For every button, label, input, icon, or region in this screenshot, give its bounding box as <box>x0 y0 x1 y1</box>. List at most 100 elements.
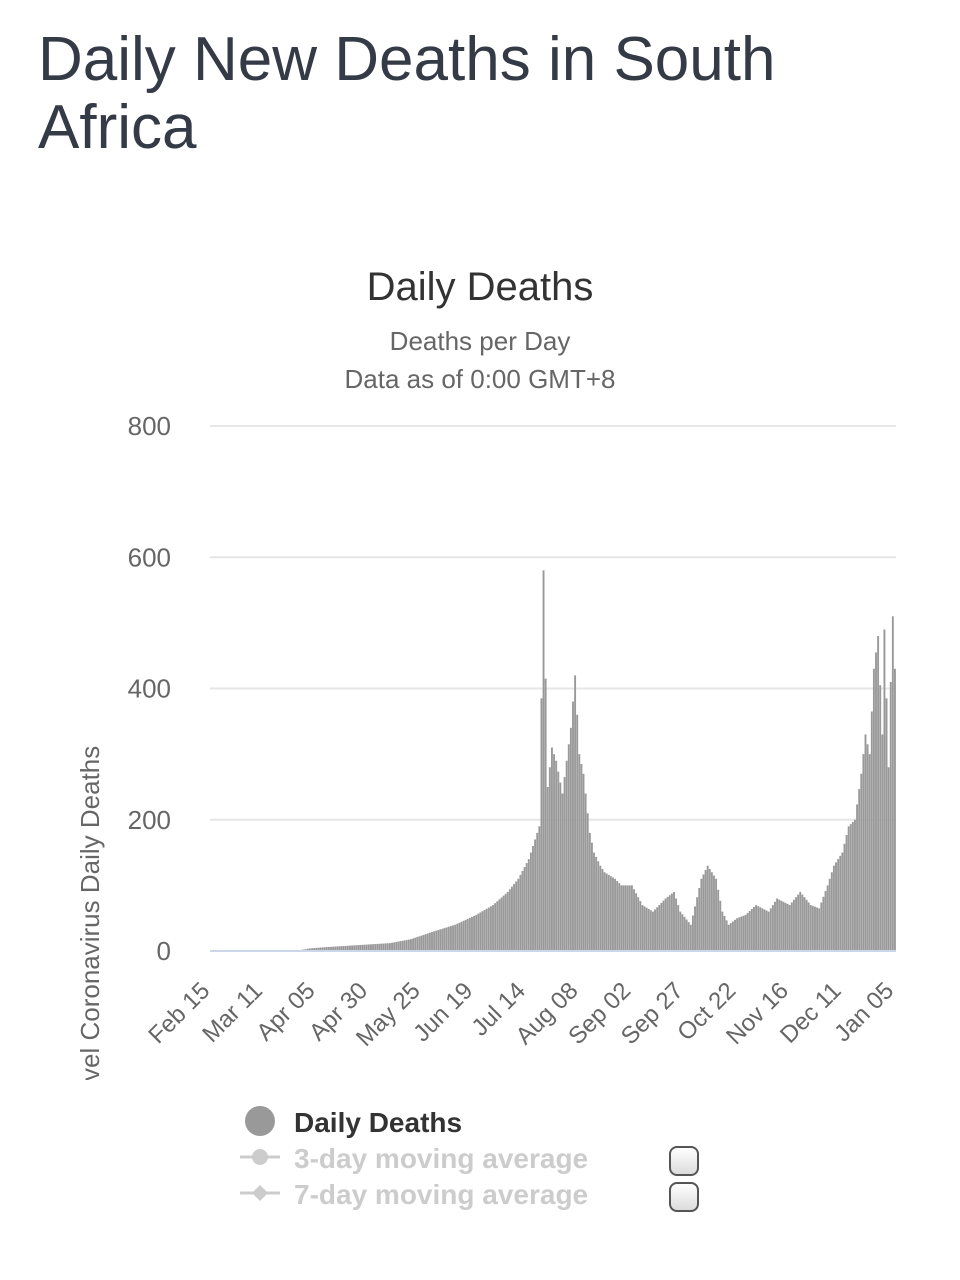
daily-deaths-bar[interactable] <box>654 909 657 951</box>
daily-deaths-bar[interactable] <box>870 711 873 951</box>
daily-deaths-bar[interactable] <box>437 930 440 951</box>
daily-deaths-bar[interactable] <box>548 767 551 951</box>
daily-deaths-bar[interactable] <box>572 701 574 951</box>
daily-deaths-bar[interactable] <box>544 678 547 951</box>
daily-deaths-bar[interactable] <box>706 865 709 951</box>
daily-deaths-bar[interactable] <box>367 944 370 951</box>
daily-deaths-bar[interactable] <box>536 832 539 951</box>
daily-deaths-bar[interactable] <box>858 789 861 951</box>
daily-deaths-bar[interactable] <box>309 948 311 951</box>
daily-deaths-bar[interactable] <box>525 863 528 951</box>
daily-deaths-bar[interactable] <box>424 934 427 951</box>
daily-deaths-bar[interactable] <box>428 932 431 951</box>
daily-deaths-bar[interactable] <box>803 897 806 951</box>
daily-deaths-bar[interactable] <box>599 865 602 951</box>
daily-deaths-bar[interactable] <box>559 782 562 951</box>
daily-deaths-bar[interactable] <box>553 754 555 951</box>
daily-deaths-bar[interactable] <box>820 902 823 951</box>
daily-deaths-bar[interactable] <box>656 907 659 951</box>
daily-deaths-bar[interactable] <box>456 923 459 951</box>
daily-deaths-bar[interactable] <box>557 771 560 951</box>
daily-deaths-bar[interactable] <box>441 928 444 951</box>
daily-deaths-bar[interactable] <box>527 859 530 951</box>
daily-deaths-bar[interactable] <box>418 936 421 951</box>
daily-deaths-bar[interactable] <box>380 943 383 951</box>
daily-deaths-bar[interactable] <box>782 901 785 951</box>
daily-deaths-bar[interactable] <box>687 922 690 951</box>
daily-deaths-bar[interactable] <box>338 946 341 951</box>
daily-deaths-bar[interactable] <box>449 926 452 951</box>
daily-deaths-bar[interactable] <box>818 908 821 951</box>
daily-deaths-bar[interactable] <box>582 773 585 951</box>
daily-deaths-bar[interactable] <box>519 874 522 951</box>
daily-deaths-bar[interactable] <box>637 897 640 951</box>
daily-deaths-bar[interactable] <box>361 944 364 951</box>
daily-deaths-bar[interactable] <box>736 918 739 951</box>
daily-deaths-bar[interactable] <box>704 870 707 951</box>
daily-deaths-bar[interactable] <box>616 881 619 951</box>
daily-deaths-bar[interactable] <box>761 908 764 951</box>
daily-deaths-bar[interactable] <box>576 714 579 951</box>
daily-deaths-bar[interactable] <box>708 868 711 951</box>
daily-deaths-bar[interactable] <box>849 824 852 951</box>
toggle-7-day-average-checkbox[interactable] <box>669 1182 699 1212</box>
daily-deaths-bar[interactable] <box>551 747 553 951</box>
daily-deaths-bar[interactable] <box>717 889 720 951</box>
daily-deaths-bar[interactable] <box>330 946 332 951</box>
daily-deaths-bar[interactable] <box>881 734 884 951</box>
daily-deaths-bar[interactable] <box>565 760 568 951</box>
daily-deaths-bar[interactable] <box>700 878 703 951</box>
daily-deaths-bar[interactable] <box>508 889 511 951</box>
daily-deaths-bar[interactable] <box>698 888 701 951</box>
daily-deaths-bar[interactable] <box>740 916 743 951</box>
daily-deaths-bar[interactable] <box>860 773 863 951</box>
daily-deaths-bar[interactable] <box>729 923 732 951</box>
daily-deaths-bar[interactable] <box>454 924 457 951</box>
daily-deaths-bar[interactable] <box>489 906 492 951</box>
daily-deaths-bar[interactable] <box>376 943 379 951</box>
daily-deaths-bar[interactable] <box>649 910 652 951</box>
daily-deaths-bar[interactable] <box>809 905 812 951</box>
daily-deaths-bar[interactable] <box>677 905 680 951</box>
daily-deaths-bar[interactable] <box>826 885 829 951</box>
daily-deaths-bar[interactable] <box>877 636 880 951</box>
daily-deaths-bar[interactable] <box>372 944 375 951</box>
daily-deaths-bar[interactable] <box>563 777 566 951</box>
daily-deaths-bar[interactable] <box>607 874 610 951</box>
daily-deaths-bar[interactable] <box>433 931 436 951</box>
daily-deaths-bar[interactable] <box>464 919 467 951</box>
daily-deaths-bar[interactable] <box>771 905 774 951</box>
daily-deaths-bar[interactable] <box>799 891 802 951</box>
daily-deaths-bar[interactable] <box>837 859 840 951</box>
daily-deaths-bar[interactable] <box>603 872 606 951</box>
daily-deaths-bar[interactable] <box>763 909 766 951</box>
daily-deaths-bar[interactable] <box>696 897 699 951</box>
daily-deaths-bar[interactable] <box>839 855 842 951</box>
daily-deaths-bar[interactable] <box>439 929 442 951</box>
daily-deaths-bar[interactable] <box>578 754 581 951</box>
daily-deaths-bar[interactable] <box>790 902 793 951</box>
daily-deaths-bar[interactable] <box>612 877 614 952</box>
daily-deaths-bar[interactable] <box>416 937 419 951</box>
daily-deaths-bar[interactable] <box>757 906 760 951</box>
daily-deaths-bar[interactable] <box>473 915 476 951</box>
daily-deaths-bar[interactable] <box>841 852 844 951</box>
daily-deaths-bar[interactable] <box>348 945 351 951</box>
daily-deaths-bar[interactable] <box>420 935 423 951</box>
daily-deaths-bar[interactable] <box>814 906 816 951</box>
daily-deaths-bar[interactable] <box>306 948 309 951</box>
daily-deaths-bar[interactable] <box>515 881 518 951</box>
daily-deaths-bar[interactable] <box>382 943 385 951</box>
daily-deaths-bar[interactable] <box>590 842 593 951</box>
daily-deaths-bar[interactable] <box>414 937 417 951</box>
daily-deaths-bar[interactable] <box>468 917 471 951</box>
daily-deaths-bar[interactable] <box>658 905 661 951</box>
daily-deaths-bar[interactable] <box>742 915 745 951</box>
daily-deaths-bar[interactable] <box>780 900 783 951</box>
daily-deaths-bar[interactable] <box>683 916 686 951</box>
daily-deaths-bar[interactable] <box>868 754 871 951</box>
daily-deaths-bar[interactable] <box>487 907 490 951</box>
daily-deaths-bar[interactable] <box>346 945 349 951</box>
daily-deaths-bar[interactable] <box>475 914 478 951</box>
daily-deaths-bar[interactable] <box>673 891 675 951</box>
